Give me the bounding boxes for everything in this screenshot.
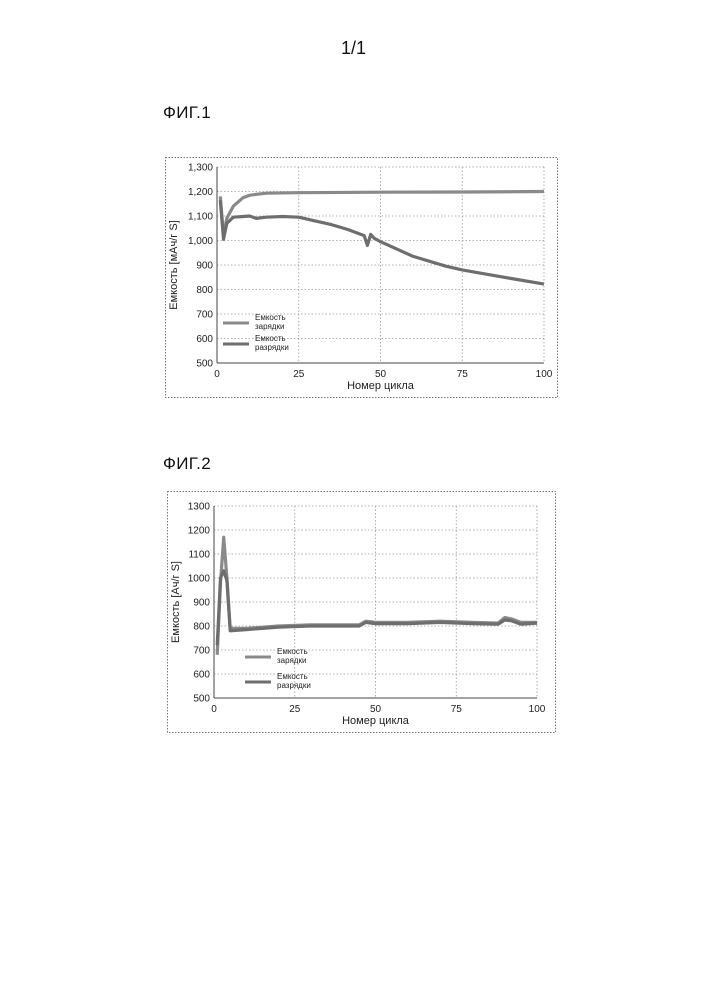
x-tick-label: 75 xyxy=(457,369,469,380)
y-tick-label: 1000 xyxy=(188,574,211,585)
x-tick-label: 25 xyxy=(293,369,305,380)
legend-entry-2-cont: разрядки xyxy=(277,681,311,690)
figure-2-chart: 500 600 700 800 900 1000 1100 1200 1300 0 25 50 75 10… xyxy=(167,491,556,733)
x-tick-label: 100 xyxy=(536,369,553,380)
x-axis-label: Номер цикла xyxy=(347,380,415,392)
legend-entry-1-cont: зарядки xyxy=(255,322,284,331)
x-tick-label: 50 xyxy=(375,369,387,380)
x-tick-label: 75 xyxy=(451,704,463,715)
y-tick-label: 900 xyxy=(196,261,213,272)
x-axis-label: Номер цикла xyxy=(342,715,410,727)
y-tick-label: 800 xyxy=(196,285,213,296)
x-tick-label: 0 xyxy=(211,704,217,715)
x-tick-label: 100 xyxy=(529,704,546,715)
y-tick-label: 800 xyxy=(193,622,210,633)
legend-entry-1-cont: зарядки xyxy=(277,656,306,665)
series-line-2 xyxy=(217,571,537,645)
legend-entry-1: Емкость xyxy=(255,313,286,322)
y-tick-label: 600 xyxy=(193,670,210,681)
page-number: 1/1 xyxy=(0,38,707,59)
y-tick-label: 1100 xyxy=(188,550,210,561)
legend-entry-1: Емкость xyxy=(277,647,308,656)
chart-frame xyxy=(168,492,556,733)
y-tick-label: 1300 xyxy=(188,502,211,513)
figure-2-label: ФИГ.2 xyxy=(163,454,211,474)
legend-entry-2: Емкость xyxy=(277,672,308,681)
y-tick-label: 500 xyxy=(196,359,213,370)
legend-entry-2-cont: разрядки xyxy=(255,343,289,352)
figure-1-chart: 500 600 700 800 900 1,000 1,100 1,200 1,300 0 25 50… xyxy=(165,157,558,398)
y-tick-label: 600 xyxy=(196,334,213,345)
x-tick-label: 0 xyxy=(214,369,220,380)
y-tick-label: 1200 xyxy=(188,526,211,537)
x-tick-label: 25 xyxy=(289,704,301,715)
y-tick-label: 1,100 xyxy=(188,212,213,223)
series-line-2 xyxy=(220,200,544,284)
y-tick-label: 500 xyxy=(193,694,210,705)
y-axis-label: Емкость [Ач/г S] xyxy=(170,561,182,643)
y-tick-label: 900 xyxy=(193,598,210,609)
series-line-1 xyxy=(220,192,544,236)
x-tick-label: 50 xyxy=(370,704,382,715)
y-tick-label: 1,000 xyxy=(188,236,213,247)
y-axis-label: Емкость [мАч/г S] xyxy=(168,220,180,309)
figure-1-label: ФИГ.1 xyxy=(163,103,211,123)
series-line-1 xyxy=(217,537,537,655)
y-tick-label: 700 xyxy=(193,646,210,657)
y-tick-label: 1,200 xyxy=(188,187,213,198)
y-tick-label: 1,300 xyxy=(188,163,213,174)
y-tick-label: 700 xyxy=(196,310,213,321)
legend-entry-2: Емкость xyxy=(255,334,286,343)
